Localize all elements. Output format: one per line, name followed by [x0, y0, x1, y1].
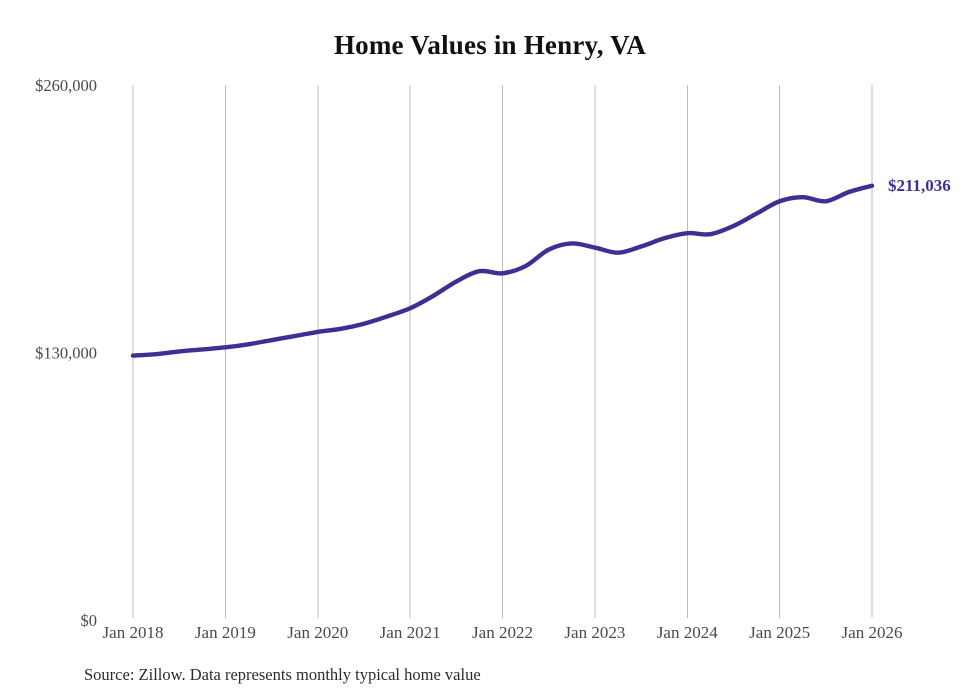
x-axis-tick-label: Jan 2018 — [103, 623, 164, 642]
x-axis-tick-label: Jan 2021 — [380, 623, 441, 642]
x-axis-tick-label: Jan 2020 — [287, 623, 348, 642]
y-axis-tick-label: $260,000 — [35, 76, 97, 95]
source-note: Source: Zillow. Data represents monthly … — [84, 665, 481, 684]
home-value-line-series — [130, 183, 875, 358]
x-axis-tick-label: Jan 2025 — [749, 623, 810, 642]
gridlines-group — [132, 85, 873, 618]
y-axis-tick-label: $0 — [81, 611, 98, 630]
x-axis-tick-labels: Jan 2018 Jan 2019 Jan 2020 Jan 2021 Jan 2022… — [103, 623, 903, 642]
chart-title: Home Values in Henry, VA — [333, 30, 647, 60]
y-axis-tick-labels: $260,000 $130,000 $0 — [35, 76, 97, 630]
end-value-label: $211,036 — [888, 176, 951, 195]
x-axis-tick-label: Jan 2019 — [195, 623, 256, 642]
x-axis-tick-label: Jan 2022 — [472, 623, 533, 642]
x-axis-tick-label: Jan 2023 — [564, 623, 625, 642]
x-axis-tick-label: Jan 2024 — [657, 623, 718, 642]
y-axis-tick-label: $130,000 — [35, 344, 97, 363]
x-axis-tick-label: Jan 2026 — [842, 623, 903, 642]
